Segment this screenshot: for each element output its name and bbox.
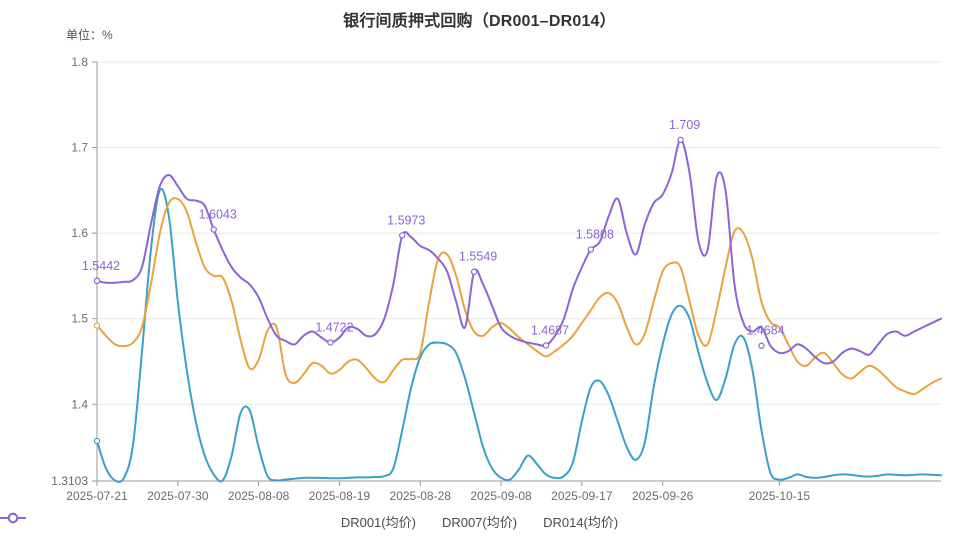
y-tick-label: 1.4 <box>71 397 88 411</box>
series-line-DR001(均价) <box>96 187 942 483</box>
series-start-marker <box>93 277 101 285</box>
data-point-marker <box>210 226 217 233</box>
y-tick-label: 1.6 <box>71 226 88 240</box>
y-tick-label: 1.5 <box>71 312 88 326</box>
legend-item-dr001[interactable]: DR001(均价) <box>0 512 416 531</box>
x-tick-label: 2025-08-28 <box>390 489 452 503</box>
x-tick-label: 2025-07-21 <box>66 489 128 503</box>
data-point-marker <box>758 342 765 349</box>
y-tick-label: 1.3103 <box>51 474 88 488</box>
data-label: 1.709 <box>669 118 700 132</box>
legend-label-dr014: DR014(均价) <box>543 515 619 530</box>
data-label: 1.5442 <box>82 259 120 273</box>
page-title: 银行间质押式回购（DR001–DR014） <box>343 13 616 30</box>
data-label: 1.5549 <box>459 250 497 264</box>
data-point-marker <box>399 232 406 239</box>
legend-item-dr014[interactable]: DR014(均价) <box>0 512 619 531</box>
data-label: 1.4684 <box>746 324 784 338</box>
y-tick-label: 1.7 <box>71 141 88 155</box>
x-tick-label: 2025-07-30 <box>147 489 209 503</box>
x-tick-label: 2025-09-26 <box>632 489 694 503</box>
data-point-marker <box>542 342 550 349</box>
data-label: 1.5808 <box>576 228 614 242</box>
data-label: 1.4687 <box>531 323 569 337</box>
series-line-DR014(均价) <box>96 138 942 365</box>
series-start-marker <box>93 437 101 445</box>
x-tick-label: 2025-10-15 <box>749 489 811 503</box>
x-tick-label: 2025-09-08 <box>470 489 532 503</box>
legend-marker-icon <box>0 512 26 524</box>
legend-label-dr001: DR001(均价) <box>340 515 416 530</box>
data-label: 1.6043 <box>199 207 237 221</box>
series-start-marker <box>93 322 101 329</box>
legend-label-dr007: DR007(均价) <box>441 515 518 530</box>
data-label: 1.4722 <box>315 320 353 334</box>
series-line-DR007(均价) <box>96 197 942 396</box>
data-point-marker <box>677 136 684 144</box>
x-tick-label: 2025-08-19 <box>309 489 371 503</box>
y-axis-unit-label: 单位：% <box>66 28 113 42</box>
data-label: 1.5973 <box>387 213 425 227</box>
x-tick-label: 2025-09-17 <box>551 489 613 503</box>
data-point-marker <box>327 339 334 346</box>
data-point-marker <box>470 268 478 275</box>
legend-item-dr007[interactable]: DR007(均价) <box>0 512 518 531</box>
chart-legend: DR001(均价) DR007(均价) DR014(均价) <box>0 512 959 531</box>
data-point-marker <box>587 246 595 253</box>
y-tick-label: 1.8 <box>71 55 88 69</box>
x-tick-label: 2025-08-08 <box>228 489 290 503</box>
